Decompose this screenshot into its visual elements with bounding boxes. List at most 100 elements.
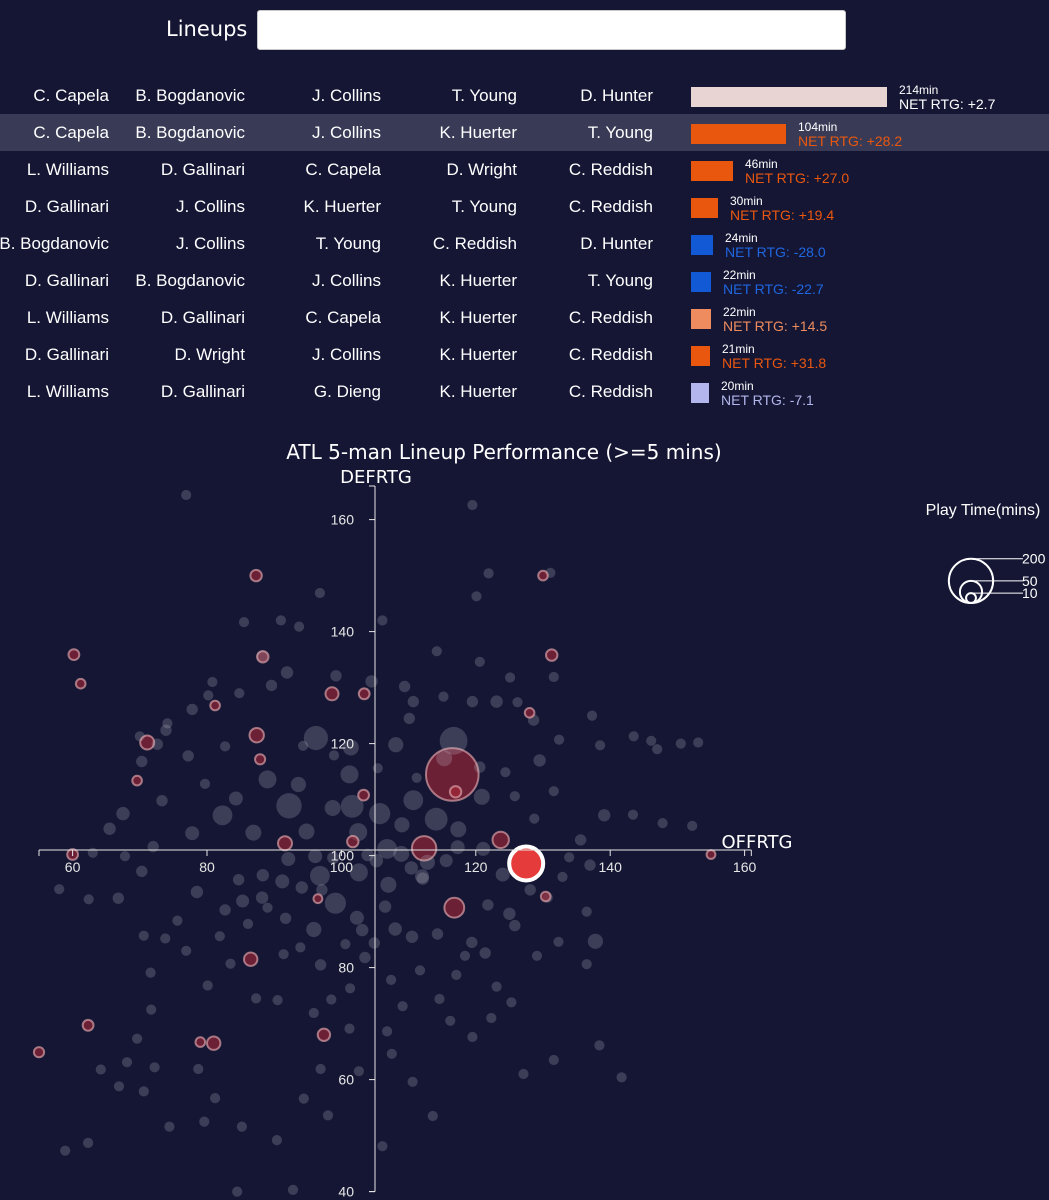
- lineup-row[interactable]: D. Gallinari J. Collins K. Huerter T. Young…: [0, 188, 1049, 225]
- data-point: [584, 859, 596, 871]
- lineup-row[interactable]: C. Capela B. Bogdanovic J. Collins K. Huert…: [0, 114, 1049, 151]
- data-point: [324, 800, 341, 816]
- data-point: [393, 845, 410, 862]
- minutes-label: 22min: [723, 268, 756, 282]
- data-point: [316, 884, 328, 896]
- data-point: [303, 725, 328, 751]
- data-point: [574, 834, 587, 846]
- data-point: [262, 902, 273, 913]
- data-point: [255, 891, 269, 904]
- data-point: [113, 1081, 125, 1092]
- data-point: [537, 569, 549, 582]
- lineup-row[interactable]: D. Gallinari D. Wright J. Collins K. Huerte…: [0, 336, 1049, 373]
- data-point: [298, 823, 315, 840]
- data-point: [156, 795, 168, 807]
- x-tick-label: 120: [464, 859, 488, 875]
- data-point: [533, 754, 546, 767]
- data-point: [214, 931, 225, 942]
- player-name: C. Reddish: [432, 234, 517, 253]
- data-point: [209, 699, 221, 712]
- y-tick-label: 160: [331, 512, 355, 528]
- player-name: K. Huerter: [303, 197, 381, 216]
- minutes-label: 20min: [721, 379, 754, 393]
- data-point: [369, 853, 383, 868]
- data-point: [491, 981, 502, 992]
- data-point: [225, 958, 236, 969]
- data-point: [466, 936, 478, 949]
- data-point: [272, 995, 283, 1006]
- data-point: [294, 621, 305, 632]
- lineup-search-input[interactable]: [257, 10, 846, 50]
- minutes-bar: [691, 198, 718, 218]
- data-point: [308, 1007, 319, 1019]
- data-point: [356, 923, 369, 937]
- minutes-bar: [691, 235, 713, 255]
- minutes-label: 22min: [723, 305, 756, 319]
- data-point: [160, 933, 171, 944]
- size-legend-label: 50: [1022, 573, 1038, 589]
- lineup-row[interactable]: L. Williams D. Gallinari C. Capela D. Wrigh…: [0, 151, 1049, 188]
- net-rating-label: NET RTG: +19.4: [730, 207, 835, 223]
- data-point: [310, 865, 330, 886]
- data-point: [185, 826, 200, 841]
- data-point: [386, 974, 397, 986]
- data-point: [295, 881, 308, 894]
- minutes-bar: [691, 124, 786, 144]
- data-point: [512, 697, 523, 708]
- lineup-row[interactable]: C. Capela B. Bogdanovic J. Collins T. Young…: [0, 77, 1049, 114]
- lineup-row[interactable]: L. Williams D. Gallinari C. Capela K. Huert…: [0, 299, 1049, 336]
- player-name: K. Huerter: [439, 345, 517, 364]
- player-name: T. Young: [451, 197, 517, 216]
- data-point: [505, 672, 516, 683]
- net-rating-label: NET RTG: +31.8: [722, 355, 827, 371]
- data-point: [459, 950, 471, 961]
- data-point: [693, 737, 704, 748]
- data-point: [160, 724, 172, 736]
- data-point: [548, 1054, 559, 1066]
- data-point: [450, 821, 467, 838]
- data-point: [415, 869, 429, 884]
- data-point: [486, 1012, 497, 1024]
- data-point: [210, 1093, 221, 1104]
- player-name: C. Capela: [33, 123, 109, 142]
- player-name: T. Young: [315, 234, 381, 253]
- data-point: [249, 568, 263, 583]
- data-point: [275, 615, 286, 626]
- data-point: [256, 869, 269, 882]
- data-point: [298, 740, 309, 751]
- data-point: [151, 738, 163, 750]
- data-points: [32, 489, 717, 1197]
- data-point: [298, 1093, 309, 1104]
- player-name: C. Capela: [305, 308, 381, 327]
- data-point: [172, 915, 183, 926]
- player-name: D. Hunter: [580, 86, 653, 105]
- data-point: [256, 650, 268, 662]
- player-name: D. Gallinari: [24, 271, 109, 290]
- data-point: [431, 646, 442, 657]
- lineup-row[interactable]: D. Gallinari B. Bogdanovic J. Collins K. Hu…: [0, 262, 1049, 299]
- x-tick-label: 160: [733, 859, 757, 875]
- data-point: [628, 731, 639, 742]
- x-tick-label: 100: [330, 859, 354, 875]
- y-tick-label: 120: [331, 736, 355, 752]
- data-point: [346, 834, 360, 849]
- minutes-bar: [691, 309, 711, 329]
- data-point: [357, 788, 371, 802]
- data-point: [495, 867, 510, 882]
- data-point: [54, 884, 65, 895]
- y-tick-label: 40: [338, 1184, 354, 1200]
- data-point: [116, 806, 130, 821]
- data-point: [265, 679, 278, 692]
- data-point: [312, 893, 324, 905]
- data-point: [434, 993, 445, 1005]
- data-point: [397, 1001, 408, 1012]
- data-point: [316, 1027, 332, 1042]
- data-point: [359, 951, 371, 964]
- data-point: [509, 791, 520, 802]
- data-point: [357, 687, 371, 701]
- data-point: [471, 591, 482, 602]
- lineup-row[interactable]: L. Williams D. Gallinari G. Dieng K. Huerte…: [0, 373, 1049, 410]
- player-name: J. Collins: [176, 234, 245, 253]
- lineup-row[interactable]: B. Bogdanovic J. Collins T. Young C. Reddis…: [0, 225, 1049, 262]
- data-point: [275, 874, 290, 889]
